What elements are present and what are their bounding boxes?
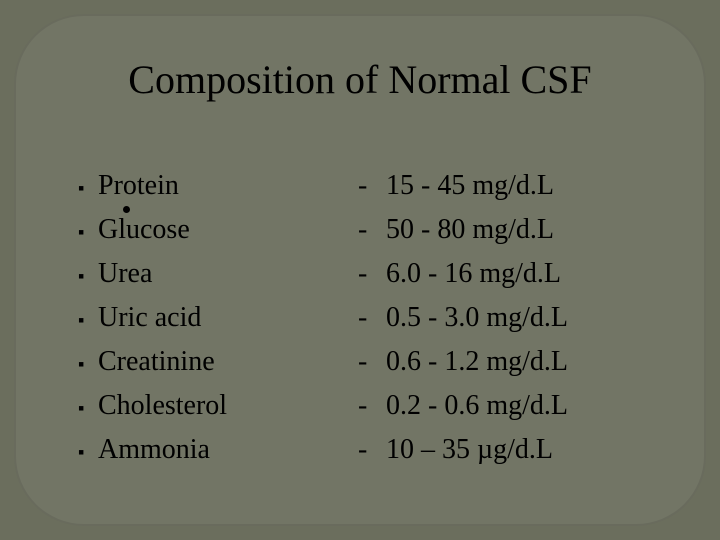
item-label: Ammonia	[98, 428, 358, 472]
list-item: ▪ Uric acid - 0.5 - 3.0 mg/d.L	[78, 296, 660, 340]
list-item: ▪ Urea - 6.0 - 16 mg/d.L	[78, 252, 660, 296]
dash-icon: -	[358, 428, 386, 472]
dash-icon: -	[358, 296, 386, 340]
dash-icon: -	[358, 208, 386, 252]
bullet-icon: ▪	[78, 210, 98, 254]
slide: Composition of Normal CSF ▪ Protein - 15…	[0, 0, 720, 540]
item-label: Creatinine	[98, 340, 358, 384]
list-item: ▪ Creatinine - 0.6 - 1.2 mg/d.L	[78, 340, 660, 384]
list-item: ▪ Glucose - 50 - 80 mg/d.L	[78, 208, 660, 252]
item-value: 0.5 - 3.0 mg/d.L	[386, 296, 660, 340]
bullet-icon: ▪	[78, 298, 98, 342]
item-label: Cholesterol	[98, 384, 358, 428]
bullet-icon: ▪	[78, 430, 98, 474]
list-item: ▪ Protein - 15 - 45 mg/d.L	[78, 164, 660, 208]
list-item: ▪ Cholesterol - 0.2 - 0.6 mg/d.L	[78, 384, 660, 428]
item-value: 15 - 45 mg/d.L	[386, 164, 660, 208]
dash-icon: -	[358, 384, 386, 428]
bullet-icon: ▪	[78, 254, 98, 298]
item-label: Urea	[98, 252, 358, 296]
list-item: ▪ Ammonia - 10 – 35 µg/d.L	[78, 428, 660, 472]
item-label: Glucose	[98, 208, 358, 252]
bullet-icon: ▪	[78, 342, 98, 386]
bullet-icon: ▪	[78, 166, 98, 210]
item-value: 6.0 - 16 mg/d.L	[386, 252, 660, 296]
dash-icon: -	[358, 252, 386, 296]
item-value: 50 - 80 mg/d.L	[386, 208, 660, 252]
dash-icon: -	[358, 164, 386, 208]
bullet-icon: ▪	[78, 386, 98, 430]
item-value: 0.2 - 0.6 mg/d.L	[386, 384, 660, 428]
item-value: 0.6 - 1.2 mg/d.L	[386, 340, 660, 384]
content-list: ▪ Protein - 15 - 45 mg/d.L ▪ Glucose - 5…	[78, 164, 660, 500]
item-value: 10 – 35 µg/d.L	[386, 428, 660, 472]
item-label: Protein	[98, 164, 358, 208]
slide-title: Composition of Normal CSF	[0, 56, 720, 103]
item-label: Uric acid	[98, 296, 358, 340]
dash-icon: -	[358, 340, 386, 384]
